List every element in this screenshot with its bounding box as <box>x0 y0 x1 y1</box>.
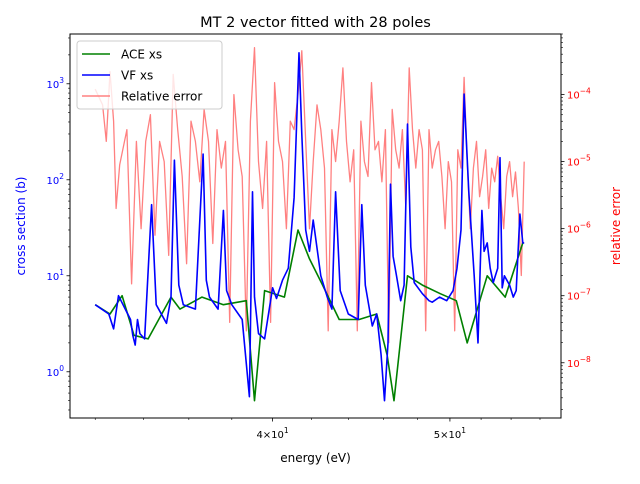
right-y-tick-label-2: 10−6 <box>567 221 591 236</box>
x-tick-label-1: 5×101 <box>434 426 466 441</box>
right-y-tick-label-4: 10−4 <box>567 87 591 102</box>
left-y-tick-label-2: 102 <box>46 172 64 187</box>
series-line-ace-xs <box>94 229 524 402</box>
right-y-tick-label-4-exponent: −4 <box>580 87 591 96</box>
x-tick-label-0-base: 4×10 <box>256 430 283 441</box>
right-y-tick-label-4-base: 10 <box>567 91 580 102</box>
x-tick-label-1-exponent: 1 <box>461 426 466 435</box>
left-y-tick-label-3: 103 <box>46 76 64 91</box>
x-axis-ticks: 4×101 5×101 <box>94 418 541 441</box>
left-y-tick-label-3-exponent: 3 <box>59 76 64 85</box>
plot-frame <box>69 33 562 419</box>
series-line-vf-xs <box>94 51 525 402</box>
left-y-tick-label-1-exponent: 1 <box>59 268 64 277</box>
legend-label-relative-error: Relative error <box>121 90 202 104</box>
left-y-tick-label-1-base: 10 <box>46 272 59 283</box>
legend-label-vf-xs: VF xs <box>121 69 153 83</box>
x-tick-label-0: 4×101 <box>256 426 288 441</box>
right-y-tick-label-3-base: 10 <box>567 158 580 169</box>
left-y-tick-label-2-base: 10 <box>46 176 59 187</box>
x-axis-label: energy (eV) <box>280 451 351 465</box>
right-y-tick-label-1-base: 10 <box>567 292 580 303</box>
right-y-axis-label: relative error <box>609 187 623 265</box>
legend: ACE xs VF xs Relative error <box>76 40 223 110</box>
right-y-tick-label-2-base: 10 <box>567 225 580 236</box>
legend-label-ace-xs: ACE xs <box>121 48 162 62</box>
right-y-tick-label-1: 10−7 <box>567 288 591 303</box>
left-y-tick-label-0-base: 10 <box>46 368 59 379</box>
x-tick-label-1-base: 5×10 <box>434 430 461 441</box>
x-tick-label-0-exponent: 1 <box>284 426 289 435</box>
right-y-tick-label-0-exponent: −8 <box>580 355 591 364</box>
left-y-tick-label-3-base: 10 <box>46 80 59 91</box>
right-y-tick-label-3-exponent: −5 <box>580 154 591 163</box>
left-y-axis-label: cross section (b) <box>14 177 28 276</box>
right-y-tick-label-0-base: 10 <box>567 359 580 370</box>
right-y-tick-label-2-exponent: −6 <box>580 221 591 230</box>
left-y-tick-label-0: 100 <box>46 364 64 379</box>
right-y-tick-label-3: 10−5 <box>567 154 591 169</box>
right-y-axis-ticks: 10−810−710−610−510−4 <box>561 33 591 410</box>
left-y-tick-label-1: 101 <box>46 268 64 283</box>
left-y-tick-label-2-exponent: 2 <box>59 172 64 181</box>
right-y-tick-label-0: 10−8 <box>567 355 591 370</box>
right-y-tick-label-1-exponent: −7 <box>580 288 591 297</box>
series-layer <box>94 47 525 402</box>
left-y-tick-label-0-exponent: 0 <box>59 364 64 373</box>
legend-box <box>76 40 223 110</box>
chart-title: MT 2 vector fitted with 28 poles <box>200 15 431 31</box>
